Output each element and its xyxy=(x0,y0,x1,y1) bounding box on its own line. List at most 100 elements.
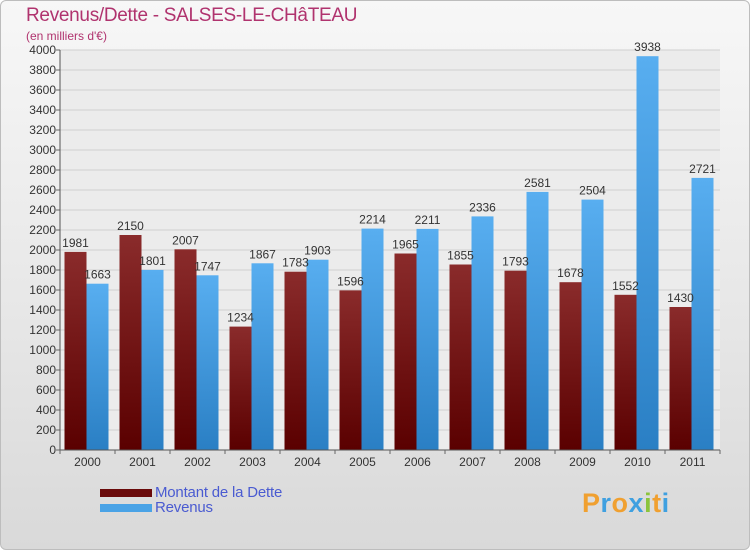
bar-debt xyxy=(339,290,362,450)
x-tick-label: 2006 xyxy=(404,455,431,469)
y-tick-label: 2600 xyxy=(29,183,56,197)
data-label-debt: 1234 xyxy=(227,311,254,325)
y-tick-label: 4000 xyxy=(29,43,56,57)
y-tick-label: 1400 xyxy=(29,303,56,317)
bar-revenue xyxy=(691,177,714,450)
data-label-debt: 1596 xyxy=(337,274,364,288)
data-labels: 1981 1663 2150 1801 2007 1747 1234 1867 17831903… xyxy=(62,40,716,324)
y-tick-label: 200 xyxy=(36,423,56,437)
bar-revenue xyxy=(141,269,164,450)
bar-revenue xyxy=(251,263,274,450)
data-label-debt: 1855 xyxy=(447,249,474,263)
data-label-revenue: 2214 xyxy=(359,213,386,227)
brand-logo: Proxiti xyxy=(582,488,670,519)
y-tick-label: 1000 xyxy=(29,343,56,357)
data-label-revenue: 2336 xyxy=(469,200,496,214)
data-label-debt: 1678 xyxy=(557,266,584,280)
bar-debt xyxy=(504,270,527,450)
brand-letter: P xyxy=(582,488,601,518)
chart-subtitle: (en milliers d'€) xyxy=(26,29,107,43)
x-tick-label: 2008 xyxy=(514,455,541,469)
bar-revenue xyxy=(196,275,219,450)
data-label-revenue: 1867 xyxy=(249,247,276,261)
legend-swatch-debt xyxy=(100,489,152,497)
bar-revenue xyxy=(86,283,109,450)
x-tick-label: 2002 xyxy=(184,455,211,469)
data-label-revenue: 1747 xyxy=(194,259,221,273)
brand-letter: r xyxy=(600,488,612,518)
legend-swatch-revenue xyxy=(100,504,152,512)
data-label-revenue: 2211 xyxy=(415,213,441,227)
bar-revenue xyxy=(416,228,439,450)
y-tick-label: 2000 xyxy=(29,243,56,257)
data-label-debt: 1430 xyxy=(667,291,694,305)
data-label-debt: 1965 xyxy=(392,238,419,252)
data-label-debt: 2150 xyxy=(117,219,144,233)
x-tick-label: 2004 xyxy=(294,455,321,469)
y-tick-label: 3600 xyxy=(29,83,56,97)
brand-letter: t xyxy=(652,488,662,518)
x-tick-label: 2009 xyxy=(569,455,596,469)
y-tick-label: 3800 xyxy=(29,63,56,77)
brand-letter: i xyxy=(644,488,653,518)
x-tick-label: 2005 xyxy=(349,455,376,469)
bar-debt xyxy=(284,271,307,450)
data-label-debt: 1783 xyxy=(282,256,309,270)
bar-debt xyxy=(229,326,252,450)
bar-debt xyxy=(449,264,472,450)
gridlines xyxy=(60,49,720,451)
y-tick-label: 0 xyxy=(49,443,56,457)
y-tick-label: 800 xyxy=(36,363,56,377)
bar-debt xyxy=(174,249,197,450)
y-tick-label: 600 xyxy=(36,383,56,397)
x-tick-label: 2011 xyxy=(680,455,706,469)
y-tick-label: 3000 xyxy=(29,143,56,157)
bar-debt xyxy=(614,294,637,450)
bar-revenue xyxy=(306,259,329,450)
data-label-debt: 1981 xyxy=(62,236,89,250)
data-label-revenue: 1801 xyxy=(139,254,166,268)
y-tick-label: 2400 xyxy=(29,203,56,217)
data-label-revenue: 2721 xyxy=(689,162,716,176)
bar-debt xyxy=(64,251,87,450)
y-tick-label: 3400 xyxy=(29,103,56,117)
data-label-revenue: 1663 xyxy=(84,268,111,282)
data-label-revenue: 3938 xyxy=(634,40,661,54)
bars xyxy=(64,56,714,450)
data-label-revenue: 1903 xyxy=(304,244,331,258)
bar-debt xyxy=(119,235,142,450)
x-tick-label: 2003 xyxy=(239,455,266,469)
bar-revenue xyxy=(581,199,604,450)
legend-label-debt: Montant de la Dette xyxy=(155,484,283,501)
y-tick-label: 2800 xyxy=(29,163,56,177)
y-tick-label: 2200 xyxy=(29,223,56,237)
y-tick-label: 1800 xyxy=(29,263,56,277)
bar-debt xyxy=(559,282,582,450)
x-tick-label: 2010 xyxy=(624,455,651,469)
brand-letter: x xyxy=(628,488,645,518)
y-tick-label: 1200 xyxy=(29,323,56,337)
brand-letter: o xyxy=(611,488,629,518)
chart-title: Revenus/Dette - SALSES-LE-CHâTEAU xyxy=(26,5,358,26)
data-label-debt: 1793 xyxy=(502,255,529,269)
data-label-revenue: 2504 xyxy=(579,184,606,198)
bar-revenue xyxy=(471,216,494,450)
legend-label-revenue: Revenus xyxy=(155,499,213,516)
bar-debt xyxy=(669,307,692,450)
y-tick-label: 400 xyxy=(36,403,56,417)
y-tick-label: 3200 xyxy=(29,123,56,137)
x-tick-label: 2000 xyxy=(74,455,101,469)
bar-debt xyxy=(394,253,417,450)
x-tick-label: 2001 xyxy=(129,455,156,469)
axes: 0 200 400 600 800 1000 1200 1400 1600 1800 2000 220… xyxy=(29,43,721,469)
bar-revenue xyxy=(526,191,549,450)
data-label-debt: 1552 xyxy=(612,279,639,293)
data-label-revenue: 2581 xyxy=(524,176,551,190)
data-label-debt: 2007 xyxy=(172,233,199,247)
bar-revenue xyxy=(636,56,659,450)
bar-revenue xyxy=(361,228,384,450)
brand-letter: i xyxy=(661,488,670,518)
y-tick-label: 1600 xyxy=(29,283,56,297)
x-tick-label: 2007 xyxy=(459,455,486,469)
